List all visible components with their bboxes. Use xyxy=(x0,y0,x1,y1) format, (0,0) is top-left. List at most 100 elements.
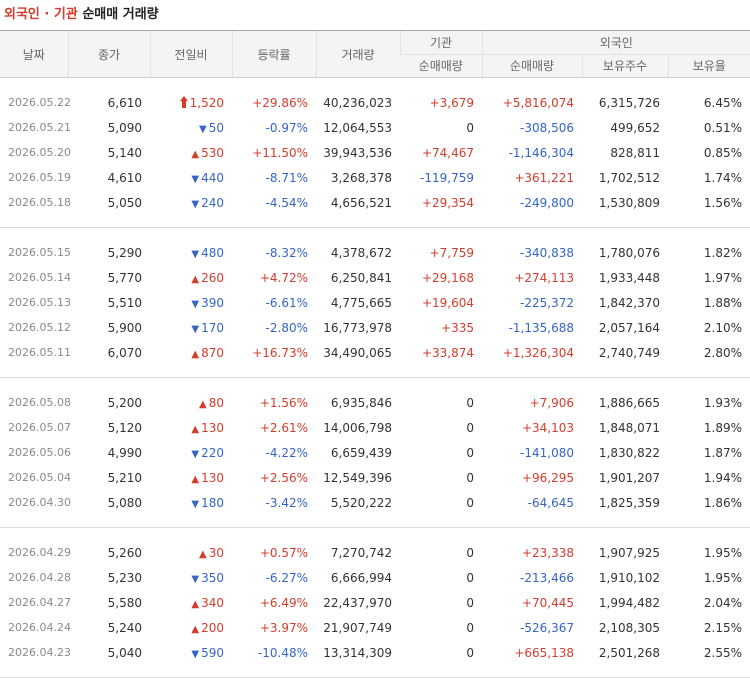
row-change: ▲30 xyxy=(150,540,232,565)
row-rate: -8.71% xyxy=(232,165,316,190)
row-inst-net: 0 xyxy=(400,565,482,590)
row-close: 5,090 xyxy=(68,115,150,140)
down-triangle-icon: ▼ xyxy=(191,499,199,510)
row-foreign-net: +7,906 xyxy=(482,390,582,415)
change-value: 350 xyxy=(201,571,224,585)
row-date: 2026.05.04 xyxy=(0,465,68,490)
row-inst-net: -119,759 xyxy=(400,165,482,190)
row-foreign-net: +665,138 xyxy=(482,640,582,665)
change-value: 440 xyxy=(201,171,224,185)
row-change: ▼480 xyxy=(150,240,232,265)
row-ratio: 1.97% xyxy=(668,265,750,290)
row-volume: 5,520,222 xyxy=(316,490,400,515)
row-date: 2026.05.15 xyxy=(0,240,68,265)
change-value: 590 xyxy=(201,646,224,660)
row-foreign-net: +5,816,074 xyxy=(482,90,582,115)
row-foreign-net: -308,506 xyxy=(482,115,582,140)
row-close: 5,210 xyxy=(68,465,150,490)
col-ratio: 보유율 xyxy=(668,54,750,78)
row-inst-net: 0 xyxy=(400,590,482,615)
row-change: ▲200 xyxy=(150,615,232,640)
up-triangle-icon: ▲ xyxy=(191,274,199,285)
row-ratio: 1.88% xyxy=(668,290,750,315)
row-ratio: 1.89% xyxy=(668,415,750,440)
row-date: 2026.05.21 xyxy=(0,115,68,140)
row-volume: 14,006,798 xyxy=(316,415,400,440)
row-ratio: 2.55% xyxy=(668,640,750,665)
down-triangle-icon: ▼ xyxy=(191,449,199,460)
row-change: ▼440 xyxy=(150,165,232,190)
row-close: 5,900 xyxy=(68,315,150,340)
change-value: 390 xyxy=(201,296,224,310)
row-ratio: 0.51% xyxy=(668,115,750,140)
change-value: 530 xyxy=(201,146,224,160)
change-value: 260 xyxy=(201,271,224,285)
row-inst-net: 0 xyxy=(400,640,482,665)
title-suffix: 순매매 거래량 xyxy=(78,7,159,22)
row-volume: 12,549,396 xyxy=(316,465,400,490)
up-triangle-icon: ▲ xyxy=(199,549,207,560)
title-separator: · xyxy=(40,7,54,22)
row-volume: 3,268,378 xyxy=(316,165,400,190)
row-volume: 4,378,672 xyxy=(316,240,400,265)
row-close: 5,770 xyxy=(68,265,150,290)
row-close: 5,260 xyxy=(68,540,150,565)
row-foreign-net: +70,445 xyxy=(482,590,582,615)
row-ratio: 1.56% xyxy=(668,190,750,215)
row-rate: -4.22% xyxy=(232,440,316,465)
row-volume: 13,314,309 xyxy=(316,640,400,665)
row-holdings: 1,702,512 xyxy=(582,165,668,190)
row-date: 2026.04.27 xyxy=(0,590,68,615)
row-close: 5,580 xyxy=(68,590,150,615)
row-close: 5,200 xyxy=(68,390,150,415)
row-change: ▲130 xyxy=(150,465,232,490)
row-date: 2026.04.24 xyxy=(0,615,68,640)
row-holdings: 1,848,071 xyxy=(582,415,668,440)
row-foreign-net: -213,466 xyxy=(482,565,582,590)
row-inst-net: 0 xyxy=(400,465,482,490)
row-ratio: 0.85% xyxy=(668,140,750,165)
row-change: ▼590 xyxy=(150,640,232,665)
change-value: 130 xyxy=(201,421,224,435)
row-date: 2026.05.06 xyxy=(0,440,68,465)
row-close: 5,510 xyxy=(68,290,150,315)
change-value: 480 xyxy=(201,246,224,260)
change-value: 80 xyxy=(209,396,224,410)
row-rate: +0.57% xyxy=(232,540,316,565)
row-foreign-net: +361,221 xyxy=(482,165,582,190)
title-foreign: 외국인 xyxy=(4,7,40,22)
change-value: 130 xyxy=(201,471,224,485)
row-inst-net: 0 xyxy=(400,615,482,640)
down-triangle-icon: ▼ xyxy=(191,299,199,310)
limit-up-arrow-icon xyxy=(180,96,188,108)
row-holdings: 2,740,749 xyxy=(582,340,668,365)
row-volume: 6,935,846 xyxy=(316,390,400,415)
row-inst-net: +33,874 xyxy=(400,340,482,365)
change-value: 870 xyxy=(201,346,224,360)
row-change: ▲260 xyxy=(150,265,232,290)
row-ratio: 2.04% xyxy=(668,590,750,615)
row-volume: 12,064,553 xyxy=(316,115,400,140)
row-volume: 34,490,065 xyxy=(316,340,400,365)
row-close: 6,610 xyxy=(68,90,150,115)
row-change: ▲80 xyxy=(150,390,232,415)
row-holdings: 1,886,665 xyxy=(582,390,668,415)
row-date: 2026.05.11 xyxy=(0,340,68,365)
row-change: ▲870 xyxy=(150,340,232,365)
row-date: 2026.04.28 xyxy=(0,565,68,590)
row-rate: +11.50% xyxy=(232,140,316,165)
row-date: 2026.04.23 xyxy=(0,640,68,665)
down-triangle-icon: ▼ xyxy=(191,324,199,335)
row-holdings: 1,994,482 xyxy=(582,590,668,615)
row-holdings: 1,933,448 xyxy=(582,265,668,290)
row-rate: +1.56% xyxy=(232,390,316,415)
col-holdings: 보유주수 xyxy=(582,54,668,78)
row-holdings: 1,842,370 xyxy=(582,290,668,315)
